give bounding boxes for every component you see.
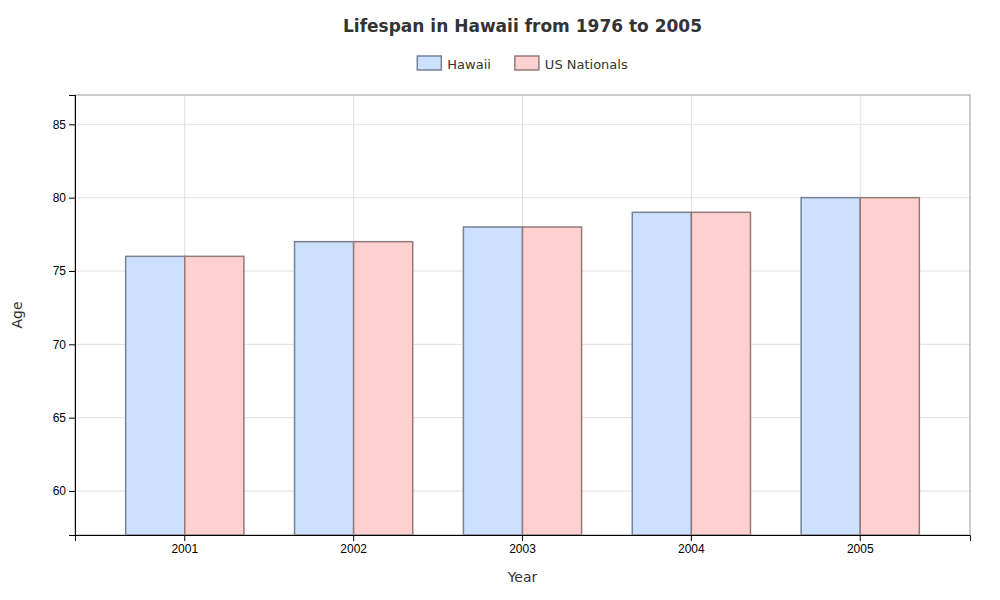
chart: 2001 2002 2003 2004 2005 60 65 70 75 80 85 Year Age L… [0,0,1000,600]
x-tick-label: 2004 [678,542,705,556]
legend-swatch [515,56,539,70]
y-tick-mark [69,271,75,272]
x-tick-label: 2002 [340,542,367,556]
x-axis: 2001 2002 2003 2004 2005 [76,535,971,556]
y-tick: 65 [53,411,75,425]
y-tick-mark [69,344,75,345]
legend-item: Hawaii [417,56,491,72]
x-tick: 2003 [509,535,536,556]
x-tick-mark [860,535,861,541]
bar [691,212,750,535]
x-tick-label: 2001 [171,542,198,556]
x-tick-mark [353,535,354,541]
y-axis-title: Age [9,301,25,328]
bar [185,256,244,535]
bar [523,227,582,535]
y-tick-label: 70 [53,338,67,352]
y-tick-label: 60 [53,484,67,498]
x-axis-line [76,536,971,542]
x-tick-label: 2005 [847,542,874,556]
bar [295,242,354,535]
y-tick: 85 [53,118,75,132]
y-tick-label: 85 [53,118,67,132]
y-tick-mark [69,198,75,199]
legend: Hawaii US Nationals [417,56,628,72]
y-tick-mark [69,491,75,492]
plot-frame [75,95,970,535]
y-tick: 60 [53,484,75,498]
y-axis: 60 65 70 75 80 85 [53,96,76,536]
legend-swatch [417,56,441,70]
x-tick-mark [184,535,185,541]
y-tick: 80 [53,191,75,205]
x-tick-label: 2003 [509,542,536,556]
y-axis-line [69,96,76,536]
x-tick: 2002 [340,535,367,556]
plot: 2001 2002 2003 2004 2005 60 65 70 75 80 85 [53,95,971,556]
x-tick: 2004 [678,535,705,556]
grid [75,95,970,535]
x-tick: 2001 [171,535,198,556]
x-tick-mark [522,535,523,541]
y-tick: 70 [53,338,75,352]
y-tick-mark [69,124,75,125]
bar [354,242,413,535]
bar [801,198,860,535]
bar [463,227,522,535]
y-tick-mark [69,418,75,419]
legend-item: US Nationals [515,56,628,72]
legend-label: US Nationals [545,57,628,72]
bars [126,198,920,535]
y-tick-label: 75 [53,264,67,278]
y-tick: 75 [53,264,75,278]
x-tick-mark [691,535,692,541]
x-tick: 2005 [847,535,874,556]
chart-title: Lifespan in Hawaii from 1976 to 2005 [343,16,702,36]
y-tick-label: 80 [53,191,67,205]
bar [126,256,185,535]
x-axis-title: Year [507,569,538,585]
bar [632,212,691,535]
y-tick-label: 65 [53,411,67,425]
legend-label: Hawaii [447,57,491,72]
bar [860,198,919,535]
